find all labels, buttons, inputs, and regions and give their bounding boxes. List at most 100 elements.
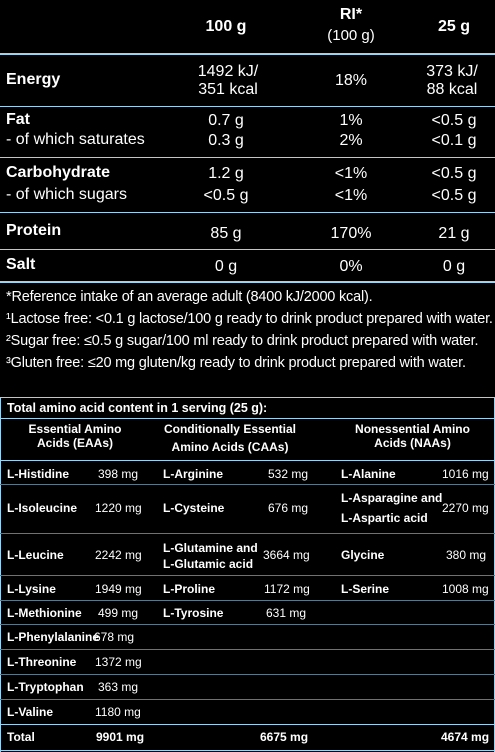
carbohydrate-100g: 1.2 g xyxy=(208,165,244,182)
saturates-label: - of which saturates xyxy=(6,131,145,148)
caa-name: L-Glutamine and xyxy=(163,541,258,555)
energy-100g-kj: 1492 kJ/ xyxy=(197,63,259,80)
sugars-label: - of which sugars xyxy=(6,186,127,203)
fat-ri: 1% xyxy=(339,112,363,129)
caa-mg: 532 mg xyxy=(268,467,309,481)
caa-name: L-Glutamic acid xyxy=(163,557,254,571)
divider xyxy=(0,624,495,625)
eaa-mg: 2242 mg xyxy=(95,548,142,562)
header-ri: RI* xyxy=(339,6,363,23)
caa-header-2: Amino Acids (CAAs) xyxy=(171,440,289,454)
footnote-reference: *Reference intake of an average adult (8… xyxy=(6,289,373,305)
saturates-ri: 2% xyxy=(339,132,363,149)
energy-label: Energy xyxy=(6,71,61,88)
eaa-name: L-Methionine xyxy=(7,606,82,620)
divider xyxy=(0,106,495,107)
caa-mg: 631 mg xyxy=(266,606,307,620)
eaa-mg: 499 mg xyxy=(98,606,139,620)
total-eaa: 9901 mg xyxy=(96,730,145,744)
eaa-mg: 363 mg xyxy=(98,680,139,694)
caa-mg: 676 mg xyxy=(268,501,309,515)
divider xyxy=(0,575,495,576)
header-ri-sub: (100 g) xyxy=(327,27,375,44)
divider xyxy=(0,249,495,250)
eaa-mg: 1949 mg xyxy=(95,582,142,596)
eaa-name: L-Phenylalanine xyxy=(7,630,100,644)
protein-label: Protein xyxy=(6,222,62,239)
naa-mg: 1008 mg xyxy=(442,582,489,596)
eaa-mg: 678 mg xyxy=(94,630,135,644)
footnote-lactose: ¹Lactose free: <0.1 g lactose/100 g read… xyxy=(6,311,493,327)
fat-25g: <0.5 g xyxy=(431,112,477,129)
salt-label: Salt xyxy=(6,256,36,273)
header-25g: 25 g xyxy=(437,18,470,35)
eaa-name: L-Tryptophan xyxy=(7,680,84,694)
saturates-25g: <0.1 g xyxy=(431,132,477,149)
divider xyxy=(0,724,495,725)
naa-name: L-Serine xyxy=(341,582,390,596)
fat-100g: 0.7 g xyxy=(208,112,244,129)
naa-mg: 1016 mg xyxy=(442,467,489,481)
header-100g: 100 g xyxy=(205,18,247,35)
eaa-header-2: Acids (EAAs) xyxy=(36,436,113,450)
saturates-100g: 0.3 g xyxy=(208,132,244,149)
divider xyxy=(0,750,495,751)
eaa-name: L-Histidine xyxy=(7,467,69,481)
caa-name: L-Cysteine xyxy=(163,501,225,515)
naa-name: L-Asparagine and xyxy=(341,491,443,505)
caa-header-1: Conditionally Essential xyxy=(163,422,297,436)
divider xyxy=(0,281,495,283)
eaa-header-1: Essential Amino xyxy=(28,422,122,436)
naa-header-1: Nonessential Amino xyxy=(355,422,470,436)
salt-25g: 0 g xyxy=(442,258,466,275)
eaa-name: L-Threonine xyxy=(7,655,77,669)
divider xyxy=(0,533,495,534)
total-naa: 4674 mg xyxy=(441,730,490,744)
eaa-mg: 1372 mg xyxy=(95,655,142,669)
caa-name: L-Proline xyxy=(163,582,216,596)
footnote-gluten: ³Gluten free: ≤20 mg gluten/kg ready to … xyxy=(6,355,466,371)
footnote-sugar: ²Sugar free: ≤0.5 g sugar/100 ml ready t… xyxy=(6,333,479,349)
caa-name: L-Arginine xyxy=(163,467,223,481)
total-caa: 6675 mg xyxy=(260,730,309,744)
carbohydrate-label: Carbohydrate xyxy=(6,164,111,181)
naa-name: Glycine xyxy=(341,548,385,562)
energy-25g-kcal: 88 kcal xyxy=(426,81,478,98)
caa-name: L-Tyrosine xyxy=(163,606,224,620)
salt-ri: 0% xyxy=(339,258,363,275)
energy-25g-kj: 373 kJ/ xyxy=(426,63,478,80)
eaa-mg: 398 mg xyxy=(98,467,139,481)
fat-label: Fat xyxy=(6,111,30,128)
divider xyxy=(0,418,495,419)
naa-header-2: Acids (NAAs) xyxy=(374,436,451,450)
divider xyxy=(0,53,495,55)
naa-name: L-Alanine xyxy=(341,467,396,481)
energy-100g-kcal: 351 kcal xyxy=(198,81,258,98)
naa-name: L-Aspartic acid xyxy=(341,511,428,525)
divider xyxy=(0,649,495,650)
divider xyxy=(0,212,495,213)
energy-ri: 18% xyxy=(334,72,368,89)
divider xyxy=(0,699,495,700)
sugars-100g: <0.5 g xyxy=(203,187,249,204)
naa-mg: 380 mg xyxy=(446,548,487,562)
eaa-mg: 1180 mg xyxy=(95,705,141,719)
divider xyxy=(0,460,495,461)
divider xyxy=(0,484,495,485)
eaa-name: L-Leucine xyxy=(7,548,64,562)
divider xyxy=(0,600,495,601)
salt-100g: 0 g xyxy=(214,258,238,275)
divider xyxy=(0,674,495,675)
total-label: Total xyxy=(7,730,35,744)
caa-mg: 3664 mg xyxy=(263,548,310,562)
carbohydrate-25g: <0.5 g xyxy=(431,165,477,182)
divider xyxy=(0,157,495,158)
protein-ri: 170% xyxy=(330,225,372,242)
sugars-ri: <1% xyxy=(334,187,368,204)
eaa-name: L-Lysine xyxy=(7,582,56,596)
caa-mg: 1172 mg xyxy=(264,582,310,596)
protein-25g: 21 g xyxy=(438,225,470,242)
protein-100g: 85 g xyxy=(210,225,242,242)
carbohydrate-ri: <1% xyxy=(334,165,368,182)
amino-title: Total amino acid content in 1 serving (2… xyxy=(7,401,268,415)
